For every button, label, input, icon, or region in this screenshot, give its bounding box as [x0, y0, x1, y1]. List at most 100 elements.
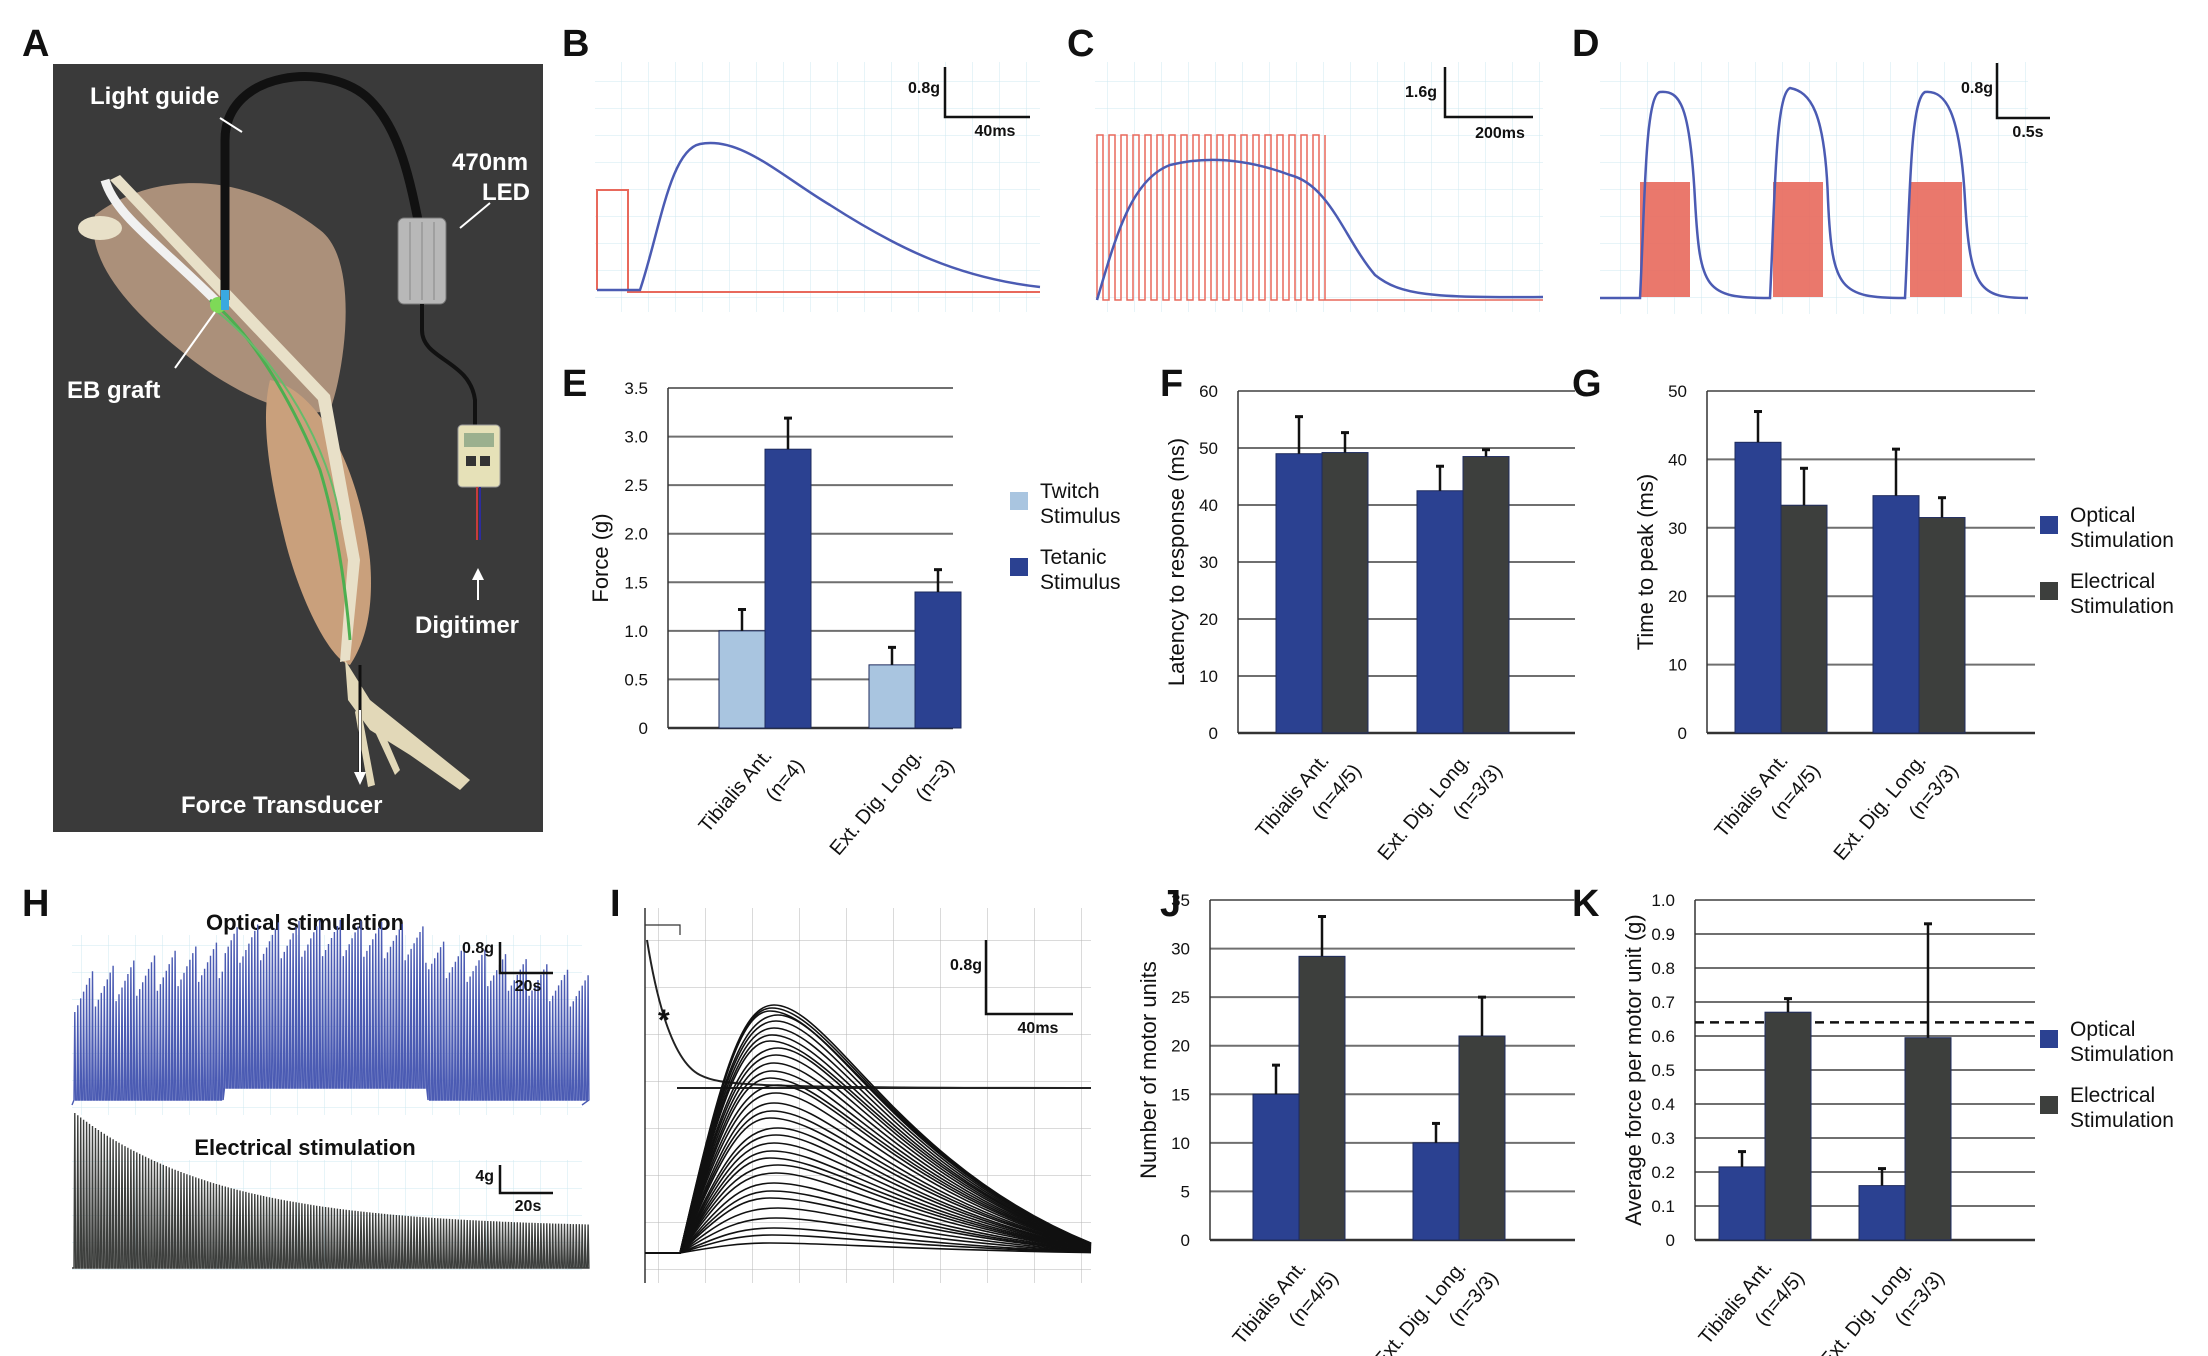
y-tick-label: 30 [1199, 553, 1218, 572]
y-tick-label: 0 [1666, 1231, 1675, 1250]
y-tick-label: 10 [1199, 667, 1218, 686]
hip-joint [78, 216, 122, 240]
motor-unit-trace [645, 1127, 1092, 1254]
y-tick-label: 3.5 [624, 379, 648, 398]
scale-bar-b [943, 67, 1030, 119]
bar-series1 [1734, 441, 1782, 734]
motor-unit-trace [645, 1190, 1092, 1254]
scale-y-h-electrical: 4g [475, 1168, 494, 1185]
y-tick-label: 0.2 [1651, 1163, 1675, 1182]
legend-label: Optical [2070, 504, 2135, 527]
scale-bar-h-optical [498, 942, 553, 975]
panel-label-c: C [1067, 23, 1094, 65]
panel-label-j: J [1160, 883, 1181, 925]
legend-swatch [1010, 558, 1028, 576]
motor-unit-trace [645, 1054, 1092, 1254]
bar-series2 [1764, 1011, 1812, 1241]
panel-b: B 0.8g 40ms [562, 23, 1041, 312]
stimulus-trace-c [1096, 134, 1543, 301]
y-tick-label: 0.5 [1651, 1061, 1675, 1080]
motor-unit-trace [645, 1027, 1092, 1254]
scale-y-d: 0.8g [1961, 80, 1993, 97]
panel-label-k: K [1572, 883, 1600, 925]
panel-a: A [22, 23, 543, 832]
panel-label-d: D [1572, 23, 1599, 65]
y-tick-label: 30 [1171, 940, 1190, 959]
motor-unit-trace [645, 1234, 1092, 1254]
y-tick-label: 1.0 [624, 622, 648, 641]
y-tick-label: 50 [1199, 439, 1218, 458]
force-trace-c [1095, 158, 1544, 301]
motor-unit-trace [645, 1150, 1092, 1254]
bar-series1 [1718, 1166, 1766, 1241]
motor-unit-traces [645, 1004, 1092, 1254]
y-tick-label: 0.3 [1651, 1129, 1675, 1148]
panel-i: I * 0.8g 40ms [610, 883, 1092, 1283]
star-marker: * [658, 1004, 670, 1037]
y-tick-label: 10 [1171, 1134, 1190, 1153]
motor-unit-trace [645, 1020, 1092, 1254]
y-tick-label: 40 [1668, 450, 1687, 469]
motor-unit-trace [645, 1142, 1092, 1254]
scale-y-i: 0.8g [950, 957, 982, 974]
panel-label-h: H [22, 883, 49, 925]
label-led-1: 470nm [452, 149, 528, 176]
motor-unit-trace [645, 1102, 1092, 1254]
stimulus-block-d1 [1640, 182, 1690, 297]
y-tick-label: 40 [1199, 496, 1218, 515]
y-tick-label: 10 [1668, 656, 1687, 675]
optical-stim-title: Optical stimulation [206, 910, 404, 935]
y-axis-label: Number of motor units [1136, 961, 1161, 1179]
y-tick-label: 1.0 [1651, 891, 1675, 910]
panel-d: D 0.8g 0.5s [1572, 23, 2050, 314]
y-tick-label: 25 [1171, 988, 1190, 1007]
panel-label-g: G [1572, 363, 1602, 405]
panel-label-e: E [562, 363, 587, 405]
motor-unit-trace [645, 1092, 1092, 1254]
label-force-transducer: Force Transducer [181, 792, 382, 819]
legend-label: Electrical [2070, 570, 2155, 593]
electrical-stim-title: Electrical stimulation [194, 1135, 415, 1160]
motor-unit-trace [645, 1227, 1092, 1254]
legend-swatch [2040, 582, 2058, 600]
bar-series2 [1321, 452, 1369, 734]
legend-label: Stimulation [2070, 529, 2174, 552]
light-guide-tip [221, 290, 229, 310]
legend-swatch [1010, 492, 1028, 510]
chart-k: 0 0.1 0.2 0.3 0.4 0.5 0.6 0.7 0.8 0.9 1.0 Average f… [1621, 891, 2174, 1356]
motor-unit-trace [645, 1197, 1092, 1254]
bar-series1 [1252, 1093, 1300, 1241]
y-tick-label: 20 [1668, 587, 1687, 606]
legend-swatch [2040, 1096, 2058, 1114]
scale-bar-h-electrical [498, 1165, 553, 1195]
legend-label: Twitch [1040, 480, 1100, 503]
motor-unit-trace [645, 1117, 1092, 1254]
bar-series1 [1858, 1185, 1906, 1241]
y-tick-label: 0.1 [1651, 1197, 1675, 1216]
y-tick-label: 35 [1171, 891, 1190, 910]
scale-y-h-optical: 0.8g [462, 940, 494, 957]
y-axis-label: Latency to response (ms) [1164, 438, 1189, 686]
motor-unit-trace [645, 1110, 1092, 1254]
legend-swatch [2040, 516, 2058, 534]
y-tick-label: 30 [1668, 519, 1687, 538]
legend-label: Stimulation [2070, 595, 2174, 618]
motor-unit-trace [645, 1004, 1092, 1254]
bar-series2 [1780, 504, 1828, 734]
y-tick-label: 0 [1678, 724, 1687, 743]
y-tick-label: 0.6 [1651, 1027, 1675, 1046]
legend-swatch [2040, 1030, 2058, 1048]
y-tick-label: 0.7 [1651, 993, 1675, 1012]
foot-bones [345, 660, 470, 790]
y-axis-label: Force (g) [588, 513, 613, 602]
bar-series2 [1904, 1037, 1952, 1241]
light-guide-fiber [220, 72, 425, 300]
y-tick-label: 2.0 [624, 525, 648, 544]
force-trace-b [597, 141, 1041, 292]
motor-unit-trace [645, 1157, 1092, 1254]
category-label: Ext. Dig. Long. [826, 745, 927, 860]
